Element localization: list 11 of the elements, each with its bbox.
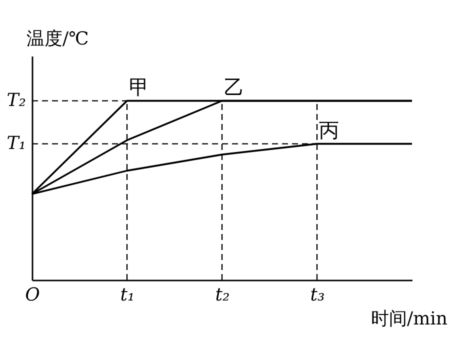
x-tick-label: t₃ <box>310 284 325 306</box>
ref-line-label: T₂ <box>6 90 26 111</box>
series-label: 甲 <box>129 74 149 99</box>
x-tick-label: t₁ <box>120 284 135 306</box>
x-tick-label: O <box>25 284 40 306</box>
y-axis-title: 温度/℃ <box>26 28 89 50</box>
ref-line-label: T₁ <box>6 132 26 154</box>
x-axis-title: 时间/min <box>371 308 448 330</box>
x-tick-label: t₂ <box>215 284 230 306</box>
series-label: 乙 <box>224 74 244 99</box>
series-label: 丙 <box>319 118 339 142</box>
